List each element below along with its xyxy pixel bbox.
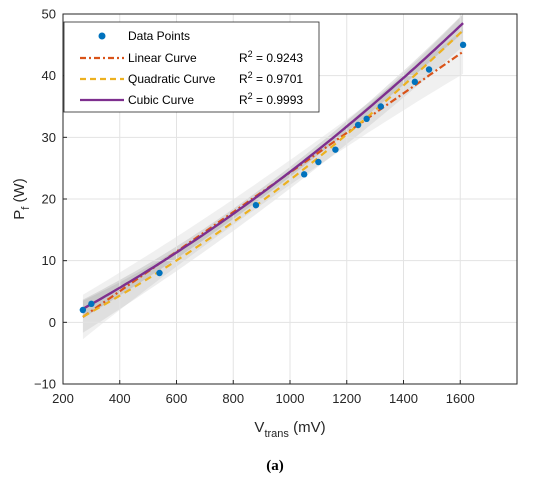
- legend-box: [63, 21, 320, 113]
- data-point: [88, 300, 95, 308]
- x-axis-label-unit: (mV): [289, 419, 326, 436]
- curve-quadratic: [82, 29, 464, 318]
- data-point: [300, 171, 308, 178]
- x-tick-label: 1000: [276, 391, 305, 406]
- x-axis-label: Vtrans (mV): [254, 419, 325, 440]
- y-tick-label: 20: [42, 192, 56, 207]
- legend-marker-points: [98, 32, 106, 40]
- fit-curves: [82, 22, 464, 318]
- curve-cubic: [82, 22, 464, 310]
- y-tick-label: 50: [42, 7, 56, 22]
- data-point: [459, 41, 467, 49]
- x-tick-label: 1200: [332, 391, 361, 406]
- y-axis-label-main: P: [11, 210, 28, 220]
- y-axis-label: Pf (W): [11, 178, 32, 219]
- x-tick-label: 400: [109, 391, 131, 406]
- data-point: [332, 146, 339, 153]
- legend-label-points: Data Points: [128, 29, 190, 43]
- y-tick-labels: −10 0 10 20 30 40 50: [34, 7, 67, 392]
- y-tick-label: 0: [49, 315, 56, 330]
- figure-caption: (a): [266, 458, 284, 474]
- data-point: [411, 78, 419, 86]
- x-axis-label-sub: trans: [264, 428, 289, 440]
- x-tick-label: 1600: [446, 391, 475, 406]
- legend: Data Points Linear Curve R2 = 0.9243 Qua…: [63, 21, 320, 113]
- legend-label-cubic: Cubic Curve: [128, 93, 194, 107]
- x-tick-label: 600: [166, 391, 188, 406]
- data-point: [354, 121, 362, 129]
- data-point: [377, 103, 384, 110]
- y-axis-label-sub: f: [20, 206, 32, 210]
- data-point: [79, 306, 87, 314]
- band-quadratic: [82, 14, 464, 333]
- data-point: [315, 158, 322, 166]
- y-axis-label-group: Pf (W): [11, 178, 32, 219]
- x-tick-label: 800: [222, 391, 244, 406]
- x-tick-labels: 200 400 600 800 1000 1200 1400 1600: [52, 380, 475, 406]
- y-tick-label: −10: [34, 377, 56, 392]
- legend-r2-cubic: R2 = 0.9993: [239, 91, 303, 107]
- x-axis-label-main: V: [254, 419, 264, 436]
- y-tick-label: 40: [42, 68, 56, 83]
- legend-r2-linear: R2 = 0.9243: [239, 49, 303, 65]
- data-points: [79, 41, 467, 314]
- y-tick-label: 10: [42, 253, 56, 268]
- legend-label-linear: Linear Curve: [128, 51, 197, 65]
- x-tick-label: 200: [52, 391, 74, 406]
- data-point: [363, 115, 370, 123]
- y-axis-label-unit: (W): [11, 178, 28, 206]
- legend-label-quadratic: Quadratic Curve: [128, 72, 216, 86]
- data-point: [425, 66, 433, 73]
- legend-r2-quadratic: R2 = 0.9701: [239, 70, 303, 86]
- y-tick-label: 30: [42, 130, 56, 145]
- x-tick-label: 1400: [389, 391, 418, 406]
- data-point: [252, 201, 260, 209]
- data-point: [156, 269, 163, 277]
